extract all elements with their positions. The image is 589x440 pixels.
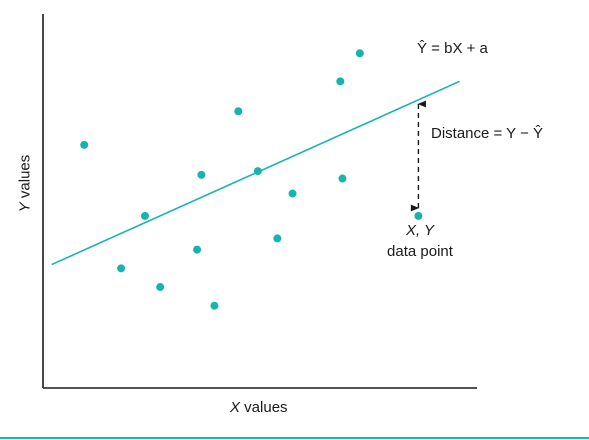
- data-point-label-xy: X, Y: [405, 222, 435, 239]
- data-point-5: [193, 245, 202, 254]
- data-point-4: [156, 283, 165, 292]
- data-point-2: [117, 264, 126, 273]
- data-point-9: [253, 167, 262, 176]
- data-points: [80, 49, 423, 310]
- data-point-8: [234, 107, 243, 116]
- bottom-divider: [0, 437, 589, 439]
- x-axis-label: X values: [230, 399, 288, 416]
- regression-equation: Ŷ = bX + a: [417, 40, 488, 57]
- data-point-11: [288, 189, 297, 198]
- data-point-7: [210, 301, 219, 310]
- data-point-15: [414, 211, 423, 220]
- y-axis-label: Y values: [16, 154, 34, 213]
- distance-annotation: Distance = Y − Ŷ: [431, 125, 544, 142]
- data-point-13: [336, 77, 345, 86]
- data-point-label-text: data point: [387, 243, 453, 260]
- data-point-1: [80, 140, 89, 149]
- data-point-3: [140, 211, 149, 220]
- data-point-10: [273, 234, 282, 243]
- data-point-14: [355, 49, 364, 58]
- data-point-12: [338, 174, 347, 183]
- data-point-6: [197, 170, 206, 179]
